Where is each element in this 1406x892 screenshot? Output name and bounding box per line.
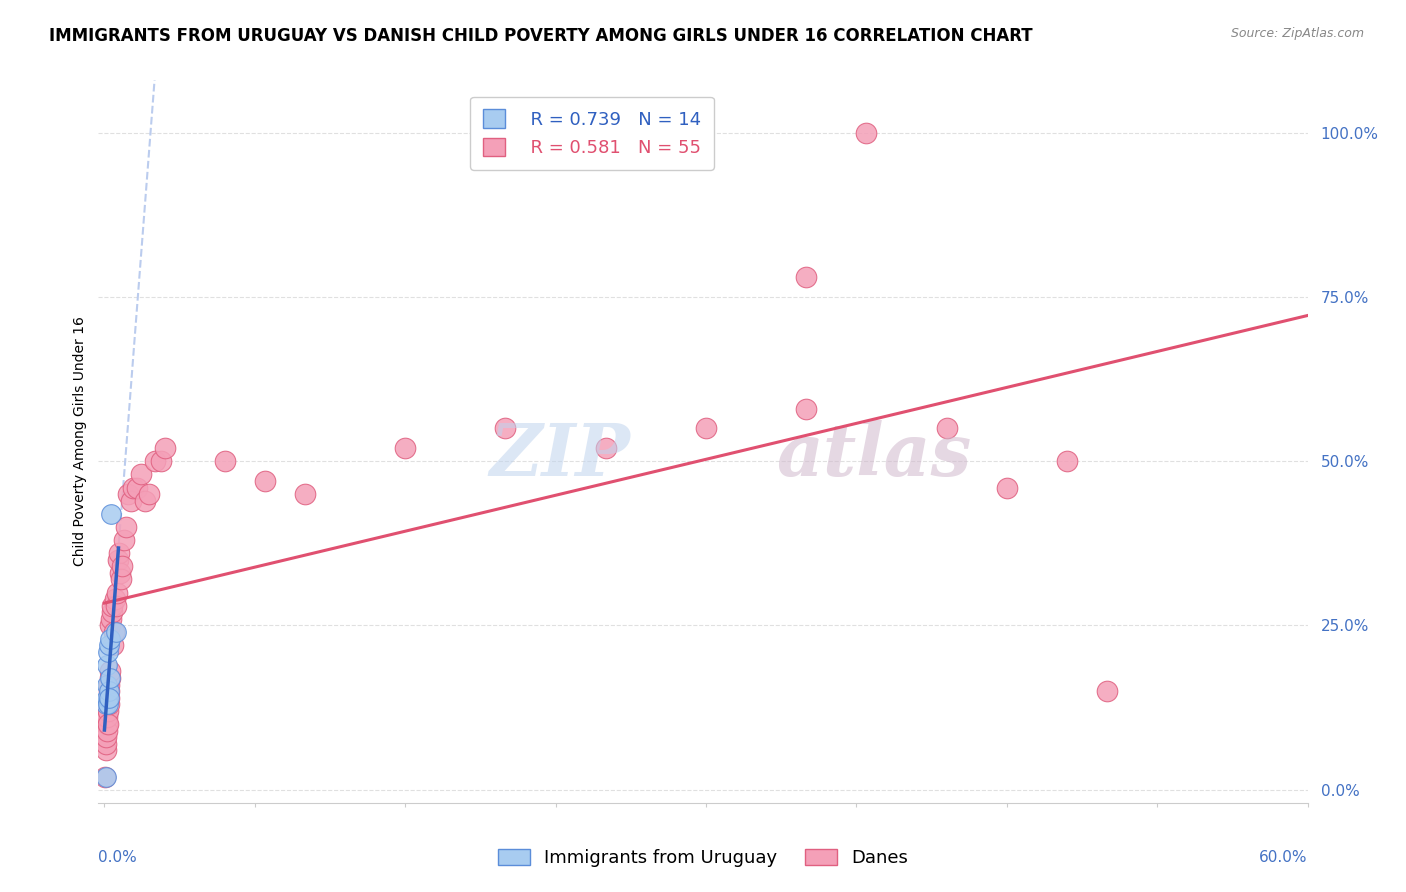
Y-axis label: Child Poverty Among Girls Under 16: Child Poverty Among Girls Under 16 xyxy=(73,317,87,566)
Point xyxy=(96,657,118,672)
Point xyxy=(1056,454,1078,468)
Point xyxy=(105,625,128,640)
Point xyxy=(794,401,817,416)
Point xyxy=(117,487,139,501)
Point xyxy=(97,704,120,718)
Point xyxy=(115,520,138,534)
Point xyxy=(98,677,121,691)
Point xyxy=(214,454,236,468)
Point xyxy=(94,770,117,784)
Point xyxy=(107,585,129,599)
Text: 0.0%: 0.0% xyxy=(98,850,138,864)
Point xyxy=(595,441,617,455)
Point xyxy=(94,770,117,784)
Point xyxy=(143,454,166,468)
Point xyxy=(114,533,136,547)
Point xyxy=(97,645,120,659)
Text: atlas: atlas xyxy=(776,420,970,491)
Point xyxy=(695,421,717,435)
Point xyxy=(105,599,128,613)
Point xyxy=(101,605,124,619)
Point xyxy=(108,546,131,560)
Point xyxy=(98,671,121,685)
Point xyxy=(103,625,125,640)
Point xyxy=(96,710,118,724)
Point xyxy=(125,481,148,495)
Text: IMMIGRANTS FROM URUGUAY VS DANISH CHILD POVERTY AMONG GIRLS UNDER 16 CORRELATION: IMMIGRANTS FROM URUGUAY VS DANISH CHILD … xyxy=(49,27,1033,45)
Point xyxy=(100,632,122,646)
Point xyxy=(103,638,125,652)
Point xyxy=(98,690,121,705)
Point xyxy=(104,592,127,607)
Point xyxy=(100,665,122,679)
Point xyxy=(101,599,124,613)
Point xyxy=(110,573,132,587)
Point xyxy=(96,690,118,705)
Point xyxy=(97,698,120,712)
Point xyxy=(1095,684,1118,698)
Point xyxy=(294,487,316,501)
Point xyxy=(97,698,120,712)
Point xyxy=(96,677,118,691)
Point xyxy=(120,493,142,508)
Point xyxy=(96,698,118,712)
Point xyxy=(394,441,416,455)
Point xyxy=(134,493,156,508)
Point xyxy=(96,723,118,738)
Point xyxy=(149,454,172,468)
Legend:   R = 0.739   N = 14,   R = 0.581   N = 55: R = 0.739 N = 14, R = 0.581 N = 55 xyxy=(470,96,714,169)
Point xyxy=(98,638,121,652)
Point xyxy=(153,441,176,455)
Point xyxy=(100,618,122,632)
Point xyxy=(129,467,152,482)
Point xyxy=(96,730,118,744)
Point xyxy=(111,559,134,574)
Point xyxy=(100,612,122,626)
Point xyxy=(121,481,143,495)
Text: Source: ZipAtlas.com: Source: ZipAtlas.com xyxy=(1230,27,1364,40)
Point xyxy=(96,737,118,751)
Legend: Immigrants from Uruguay, Danes: Immigrants from Uruguay, Danes xyxy=(491,841,915,874)
Point xyxy=(253,474,276,488)
Point xyxy=(995,481,1018,495)
Point xyxy=(935,421,957,435)
Point xyxy=(97,717,120,731)
Point xyxy=(94,743,117,757)
Point xyxy=(100,507,122,521)
Text: ZIP: ZIP xyxy=(489,420,630,491)
Point xyxy=(98,690,121,705)
Point xyxy=(97,684,120,698)
Point xyxy=(495,421,517,435)
Point xyxy=(855,126,877,140)
Point xyxy=(96,717,118,731)
Point xyxy=(110,566,132,580)
Text: 60.0%: 60.0% xyxy=(1260,850,1308,864)
Point xyxy=(98,671,121,685)
Point xyxy=(138,487,160,501)
Point xyxy=(97,684,120,698)
Point xyxy=(107,553,129,567)
Point xyxy=(794,270,817,285)
